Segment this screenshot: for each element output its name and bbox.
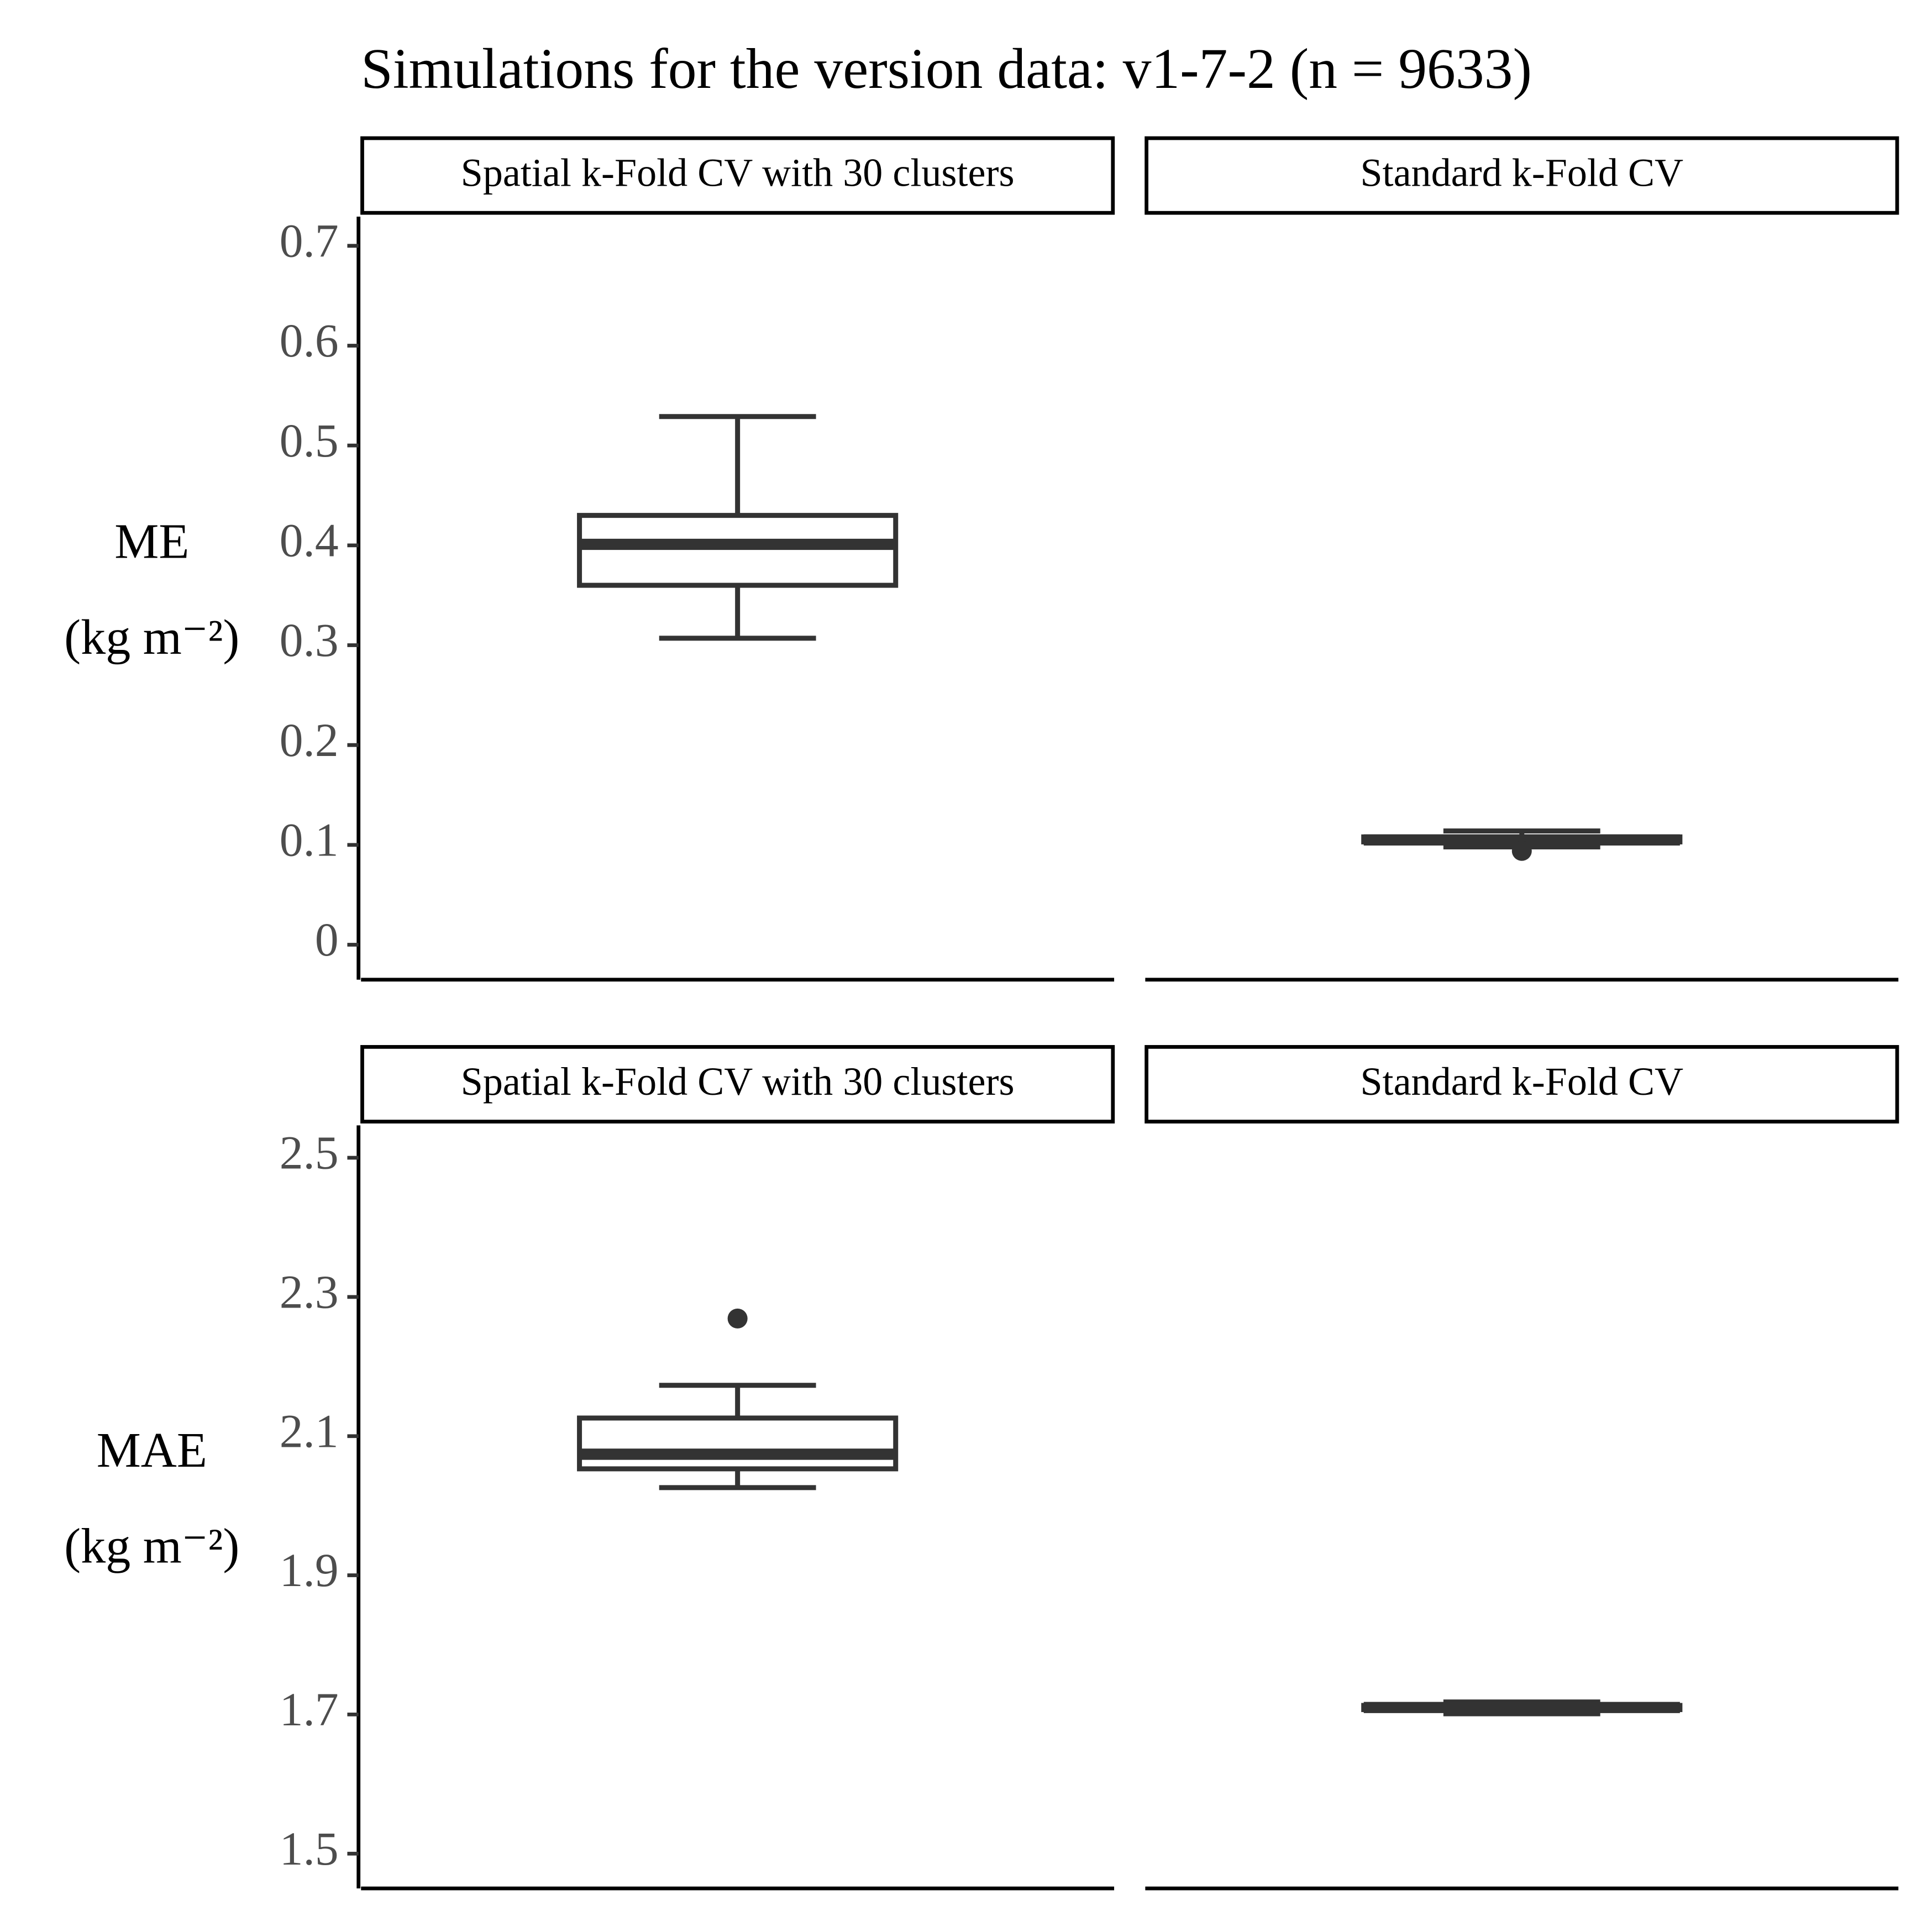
outlier bbox=[1511, 841, 1532, 861]
strip bbox=[1144, 1045, 1899, 1124]
strip bbox=[1144, 136, 1899, 215]
y-tick-label: 2.3 bbox=[280, 1266, 339, 1319]
strip-label: Spatial k-Fold CV with 30 clusters bbox=[461, 1059, 1015, 1104]
outlier bbox=[727, 1308, 748, 1329]
y-tick-label: 2.5 bbox=[280, 1127, 339, 1179]
y-tick-label: 1.7 bbox=[280, 1683, 339, 1736]
chart-title: Simulations for the version data: v1-7-2… bbox=[361, 38, 1532, 101]
strip bbox=[360, 136, 1115, 215]
y-tick-label: 2.1 bbox=[280, 1405, 339, 1457]
box bbox=[577, 1415, 899, 1472]
y-tick-label: 1.9 bbox=[280, 1544, 339, 1597]
y-tick-label: 0.5 bbox=[280, 414, 339, 467]
y-tick-label: 0.6 bbox=[280, 314, 339, 367]
y-axis-label: ME bbox=[114, 514, 189, 569]
y-tick-label: 0.3 bbox=[280, 614, 339, 666]
y-tick-label: 0 bbox=[315, 914, 339, 966]
strip-label: Standard k-Fold CV bbox=[1360, 1059, 1683, 1104]
y-tick-label: 0.7 bbox=[280, 214, 339, 267]
y-axis-label: MAE bbox=[97, 1423, 207, 1478]
y-tick-label: 0.2 bbox=[280, 714, 339, 767]
y-tick-label: 0.4 bbox=[280, 514, 339, 566]
y-tick-label: 1.5 bbox=[280, 1823, 339, 1875]
y-axis-label: (kg m⁻²) bbox=[64, 610, 239, 665]
strip-label: Spatial k-Fold CV with 30 clusters bbox=[461, 150, 1015, 195]
box bbox=[577, 513, 899, 588]
y-axis-label: (kg m⁻²) bbox=[64, 1519, 239, 1573]
y-tick-label: 0.1 bbox=[280, 814, 339, 867]
strip-label: Standard k-Fold CV bbox=[1360, 150, 1683, 195]
strip bbox=[360, 1045, 1115, 1124]
